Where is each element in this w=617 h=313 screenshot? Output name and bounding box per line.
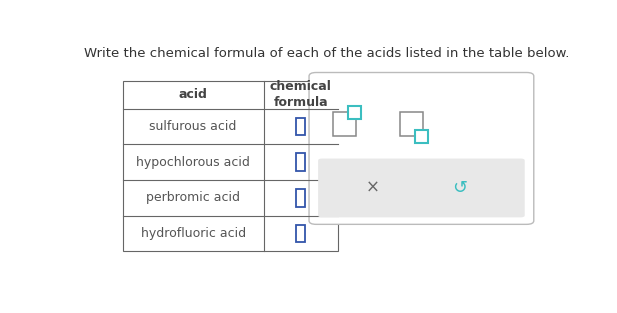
- Bar: [296, 189, 305, 207]
- Text: sulfurous acid: sulfurous acid: [149, 120, 237, 133]
- Text: hypochlorous acid: hypochlorous acid: [136, 156, 250, 169]
- Bar: [400, 112, 423, 136]
- FancyBboxPatch shape: [318, 159, 524, 217]
- Bar: [333, 112, 356, 136]
- Bar: [296, 225, 305, 242]
- Text: hydrofluoric acid: hydrofluoric acid: [141, 227, 246, 240]
- Bar: [415, 130, 428, 143]
- Text: ×: ×: [366, 179, 380, 197]
- Bar: [296, 118, 305, 135]
- Text: perbromic acid: perbromic acid: [146, 191, 240, 204]
- FancyBboxPatch shape: [309, 73, 534, 224]
- Text: chemical
formula: chemical formula: [270, 80, 331, 109]
- Text: acid: acid: [179, 88, 207, 101]
- Text: Write the chemical formula of each of the acids listed in the table below.: Write the chemical formula of each of th…: [85, 47, 569, 60]
- Bar: [296, 153, 305, 171]
- Bar: [123, 81, 337, 251]
- Bar: [348, 106, 362, 119]
- Text: ↺: ↺: [452, 179, 467, 197]
